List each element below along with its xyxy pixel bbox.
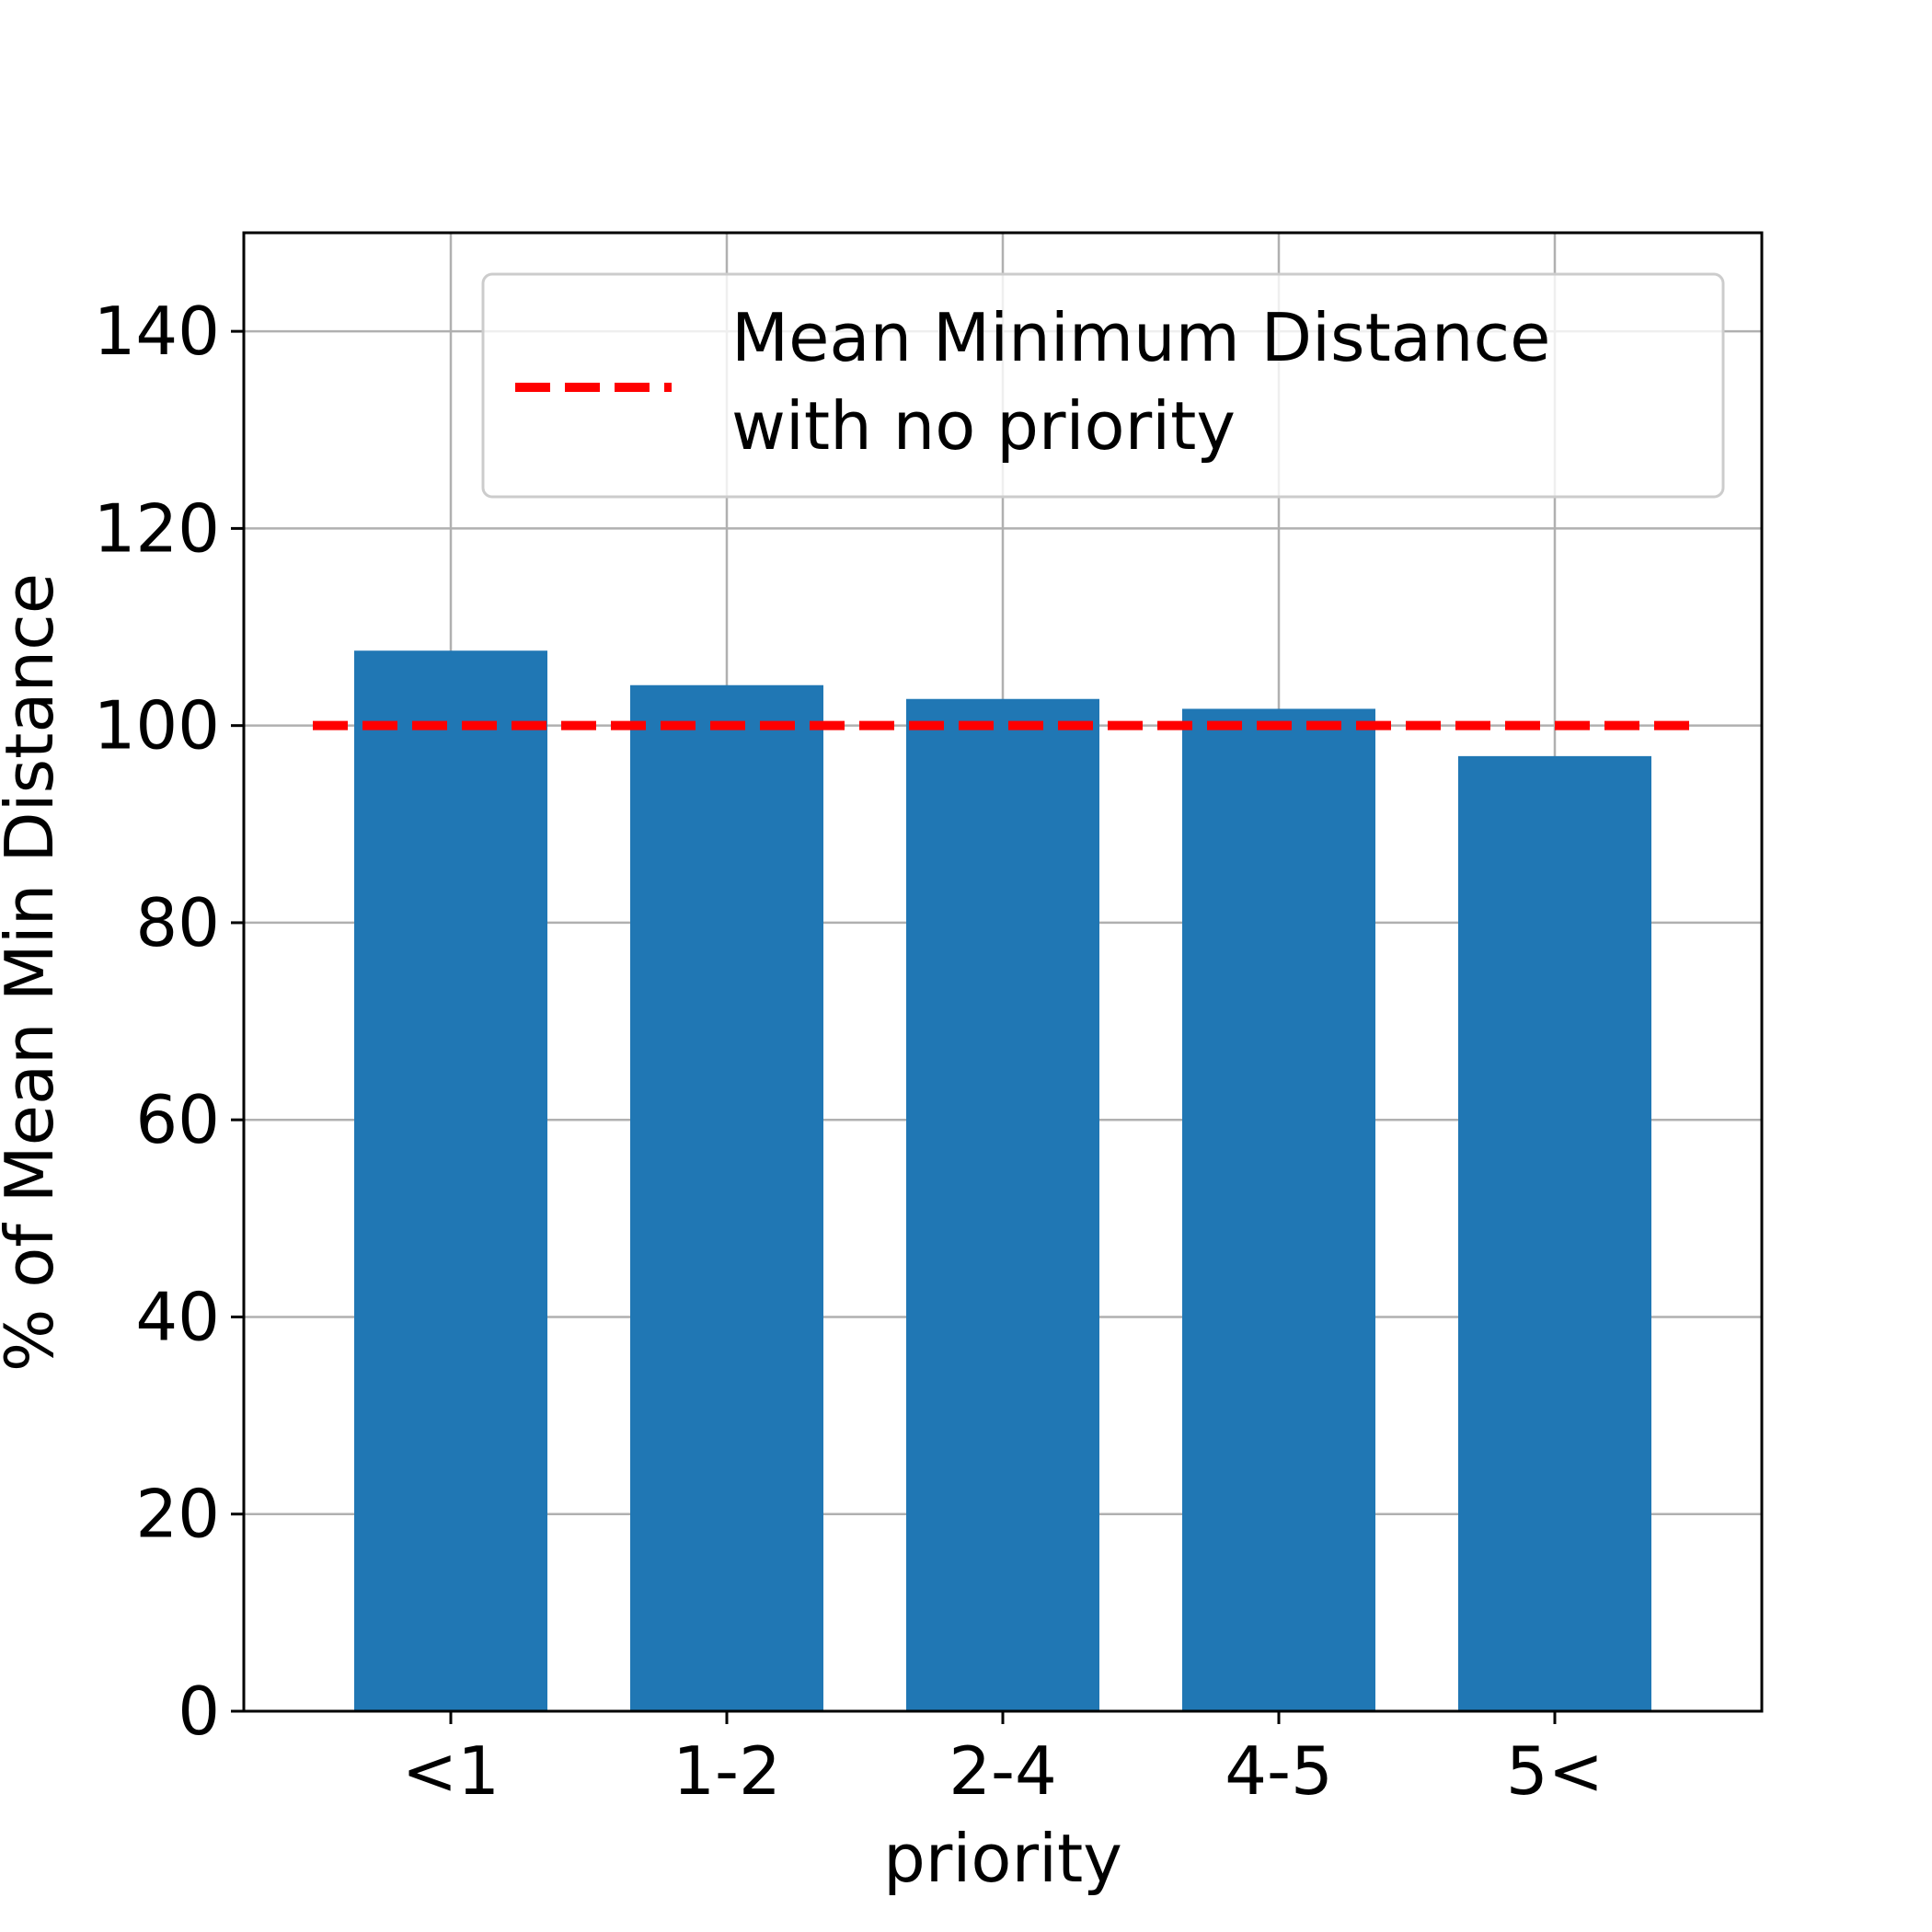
y-tick-label: 20: [135, 1476, 220, 1553]
legend: Mean Minimum Distance with no priority: [481, 272, 1725, 499]
y-tick-label: 60: [135, 1081, 220, 1158]
bar: [906, 698, 1099, 1711]
legend-entry-line-1: Mean Minimum Distance: [731, 299, 1550, 376]
legend-entry-line-2: with no priority: [731, 387, 1236, 465]
bar: [630, 684, 823, 1712]
x-tick-label: 1-2: [673, 1732, 781, 1810]
x-tick-label: <1: [402, 1732, 500, 1810]
y-tick-label: 120: [94, 489, 220, 567]
bar: [354, 650, 547, 1711]
x-tick-label: 5<: [1506, 1732, 1604, 1810]
y-tick-label: 80: [135, 884, 220, 961]
y-tick-label: 0: [178, 1673, 220, 1750]
y-tick-label: 140: [94, 293, 220, 370]
y-tick-label: 100: [94, 687, 220, 765]
x-tick-label: 2-4: [949, 1732, 1057, 1810]
x-tick-label: 4-5: [1225, 1732, 1333, 1810]
y-axis-ticks: 0 20 40 60 80 100 120 140: [94, 293, 244, 1750]
x-axis-ticks: <1 1-2 2-4 4-5 5<: [402, 1711, 1604, 1810]
y-axis-label: % of Mean Min Distance: [0, 573, 68, 1372]
y-tick-label: 40: [135, 1278, 220, 1355]
bar: [1182, 708, 1375, 1711]
bars: [354, 650, 1651, 1712]
bar: [1458, 755, 1651, 1712]
legend-box: [481, 272, 1725, 499]
x-axis-label: priority: [883, 1820, 1122, 1897]
